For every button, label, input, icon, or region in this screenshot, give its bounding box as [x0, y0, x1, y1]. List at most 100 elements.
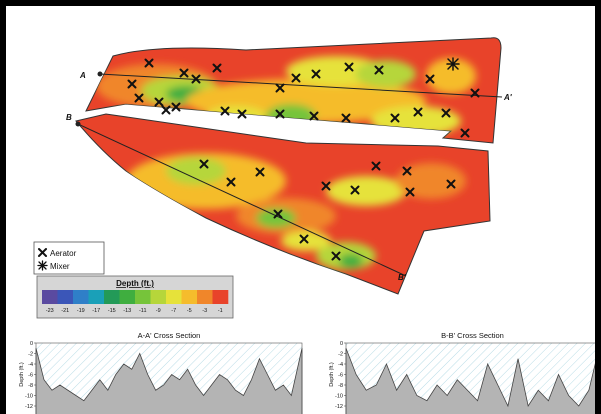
chart-title: B-B' Cross Section	[441, 331, 504, 340]
aerator-icon	[161, 105, 171, 115]
aerator-icon	[470, 88, 480, 98]
aerator-icon	[220, 106, 230, 116]
aerator-icon	[134, 93, 144, 103]
depth-scale: Depth (ft.) -23 -21 -19 -17 -15 -13 -11 -9 -7 -5-…	[36, 275, 234, 319]
y-tick-labels: 0 -2 -4 -6 -8 -10 -12	[25, 341, 36, 410]
aerator-icon	[127, 79, 137, 89]
cross-section-lines	[75, 71, 503, 277]
aerator-icon	[425, 74, 435, 84]
depth-tick-label: -11	[139, 308, 147, 314]
depth-tick-label: -1	[218, 308, 223, 314]
depth-tick-label: -3	[202, 308, 207, 314]
y-tick-label: -10	[25, 394, 33, 400]
depth-color-bar	[42, 290, 229, 304]
aerator-icon	[371, 161, 381, 171]
depth-tick-label: -7	[171, 308, 176, 314]
depth-color-swatch	[73, 290, 89, 304]
section-labels: A A' B B'	[66, 71, 513, 282]
y-axis-label: Depth (ft.)	[329, 362, 335, 387]
aerator-icon	[255, 167, 265, 177]
aerator-icon	[191, 74, 201, 84]
depth-tick-label: -17	[92, 308, 100, 314]
aerator-icon	[405, 187, 415, 197]
aerator-icon	[273, 209, 283, 219]
depth-tick-label: -9	[156, 308, 161, 314]
depth-color-swatch	[104, 290, 120, 304]
y-tick-label: -8	[338, 383, 343, 389]
section-b-start-marker	[75, 121, 81, 127]
aerator-markers	[127, 58, 480, 261]
aerator-icon	[309, 111, 319, 121]
aerator-icon	[291, 73, 301, 83]
depth-scale-ticks: -23 -21 -19 -17 -15 -13 -11 -9 -7 -5 -3 -1	[46, 308, 223, 314]
aerator-icon	[226, 177, 236, 187]
aerator-icon	[441, 108, 451, 118]
depth-color-swatch	[57, 290, 74, 304]
y-tick-label: 0	[340, 341, 343, 347]
south-basin	[75, 113, 491, 295]
aerator-icon	[341, 113, 351, 123]
aerator-icon	[154, 97, 164, 107]
depth-tick-label: -21	[61, 308, 69, 314]
depth-color-swatch	[42, 290, 58, 304]
marker-legend: Aerator Mixer	[33, 241, 105, 275]
section-a-start-marker	[97, 71, 103, 77]
depth-color-swatch	[119, 290, 136, 304]
y-axis-label: Depth (ft.)	[19, 362, 25, 387]
aerator-icon	[350, 185, 360, 195]
y-tick-label: -6	[338, 373, 343, 379]
aerator-icon	[144, 58, 154, 68]
y-tick-label: 0	[30, 341, 33, 347]
y-tick-label: -12	[25, 404, 33, 410]
mixer-icon	[37, 260, 48, 271]
depth-color-swatch	[197, 290, 213, 304]
y-tick-label: -2	[338, 352, 343, 358]
y-tick-label: -12	[335, 404, 343, 410]
depth-profile-area	[35, 348, 303, 414]
depth-tick-label: -15	[108, 308, 116, 314]
depth-tick-label: -23	[46, 308, 54, 314]
depth-color-swatch	[88, 290, 105, 304]
aerator-icon	[460, 128, 470, 138]
y-tick-label: -2	[28, 352, 33, 358]
depth-color-swatch	[212, 290, 229, 304]
depth-tick-label: -13	[123, 308, 131, 314]
cross-section-b-chart: B-B' Cross Section 0 -2 -4 -6 -8 -10 -12 Depth (…	[329, 331, 595, 414]
depth-color-swatch	[181, 290, 198, 304]
section-a-end-label: A'	[503, 93, 513, 102]
aerator-icon	[344, 62, 354, 72]
aerator-icon	[374, 65, 384, 75]
y-tick-label: -8	[28, 383, 33, 389]
aerator-icon	[331, 251, 341, 261]
aerator-icon	[402, 166, 412, 176]
aerator-icon	[390, 113, 400, 123]
mixer-marker	[446, 57, 460, 71]
aerator-icon	[321, 181, 331, 191]
section-b-end-label: B'	[398, 273, 407, 282]
aerator-icon	[446, 179, 456, 189]
depth-scale-title: Depth (ft.)	[116, 279, 154, 288]
depth-color-swatch	[150, 290, 167, 304]
y-tick-label: -4	[28, 362, 33, 368]
aerator-icon	[212, 63, 222, 73]
aerator-legend-label: Aerator	[50, 249, 77, 258]
depth-map-figure: A A' B B'	[19, 37, 595, 414]
section-a-start-label: A	[79, 71, 86, 80]
aerator-icon	[237, 109, 247, 119]
aerator-icon	[171, 102, 181, 112]
depth-map: A A' B B'	[66, 37, 513, 295]
y-tick-label: -10	[335, 394, 343, 400]
cross-section-a-chart: A-A' Cross Section 0 -2 -4 -6 -8 -10 -12 Depth (…	[19, 331, 303, 414]
section-b-start-label: B	[66, 113, 72, 122]
depth-tick-label: -19	[77, 308, 85, 314]
aerator-icon	[413, 107, 423, 117]
y-tick-labels: 0 -2 -4 -6 -8 -10 -12	[335, 341, 346, 410]
aerator-icon	[275, 109, 285, 119]
depth-tick-label: -5	[187, 308, 192, 314]
aerator-icon	[199, 159, 209, 169]
depth-color-swatch	[135, 290, 151, 304]
y-tick-label: -6	[28, 373, 33, 379]
chart-title: A-A' Cross Section	[138, 331, 201, 340]
y-tick-label: -4	[338, 362, 343, 368]
